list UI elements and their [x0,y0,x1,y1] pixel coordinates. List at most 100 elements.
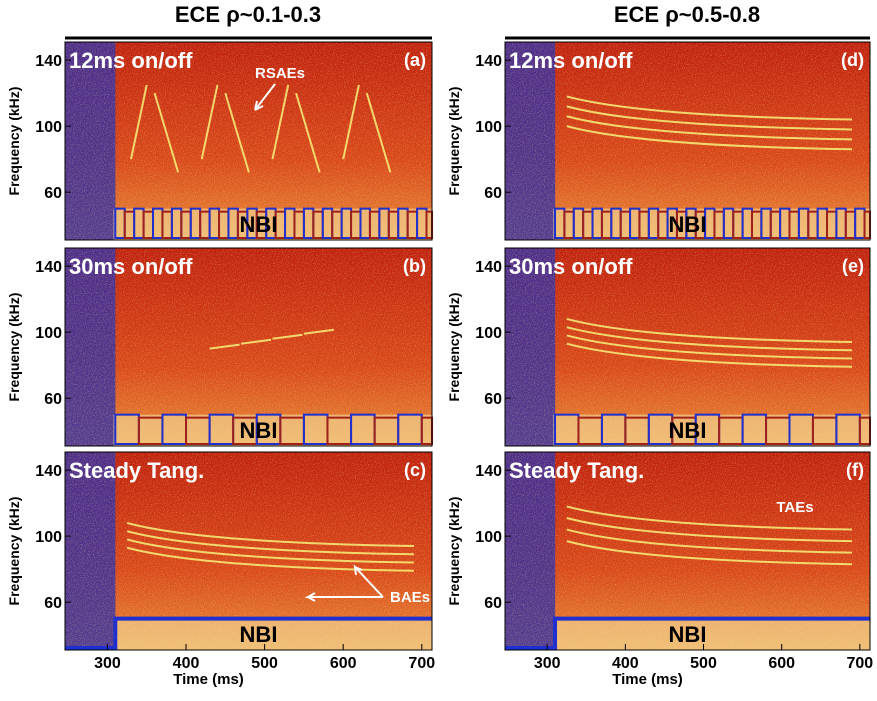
mode-trace [126,546,414,572]
panel-tag: (d) [841,50,864,70]
x-tick-label: 600 [330,655,357,672]
panel: NBI 30ms on/off (e) 60 100 140 Frequency (kHz) [446,247,872,447]
column-title: ECE ρ~0.5-0.8 [614,2,760,27]
y-tick-label: 100 [475,119,502,136]
mode-trace [566,115,853,141]
y-axis-label: Frequency (kHz) [446,293,462,402]
panel-title: 30ms on/off [509,254,633,279]
mode-trace [566,540,853,566]
mode-trace [272,333,303,340]
panel: NBI Steady Tang. (c) BAEs 60 100 140 Frequency … [6,451,435,688]
mode-trace [271,84,321,173]
arrow [304,564,384,602]
noise [65,248,432,446]
mode-trace [566,95,853,121]
panel-tag: (c) [404,460,426,480]
mode-trace [566,105,853,131]
x-tick-label: 500 [251,655,278,672]
x-tick-label: 600 [768,655,795,672]
panel-tag: (e) [842,256,864,276]
mode-trace [566,528,853,554]
mode-trace [126,521,414,548]
mode-trace [566,342,853,368]
annotation: TAEs [776,499,813,516]
y-tick-label: 100 [475,529,502,546]
noise [505,248,870,446]
y-tick-label: 60 [484,391,502,408]
nbi-label: NBI [669,212,707,237]
mode-trace [209,343,240,350]
mode-trace [200,84,250,173]
y-tick-label: 140 [35,259,62,276]
x-tick-label: 700 [846,655,873,672]
beam-glow [553,618,870,650]
y-axis-label: Frequency (kHz) [6,497,22,606]
y-tick-label: 140 [475,53,502,70]
panel-tag: (f) [846,460,864,480]
mode-trace [566,326,853,352]
y-tick-label: 100 [475,325,502,342]
y-axis-label: Frequency (kHz) [446,497,462,606]
beam-glow [113,414,432,446]
x-axis-label: Time (ms) [612,671,683,688]
mode-trace [566,317,853,344]
frame [64,247,433,447]
nbi-waveform [65,616,432,650]
panel-title: 30ms on/off [69,254,193,279]
mode-trace [240,338,272,345]
mode-trace [126,530,414,556]
panel-tag: (b) [403,256,426,276]
y-tick-label: 60 [484,185,502,202]
beam-glow [553,208,870,240]
panel-title: 12ms on/off [69,48,193,73]
x-tick-label: 400 [612,655,639,672]
panel-title: Steady Tang. [509,458,644,483]
mode-trace [566,505,853,531]
y-tick-label: 100 [35,325,62,342]
x-axis-label: Time (ms) [173,671,244,688]
y-tick-label: 100 [35,529,62,546]
mode-trace [566,334,853,360]
annotation: RSAEs [255,65,305,82]
nbi-waveform [505,616,870,650]
mode-trace [130,84,180,173]
noise [65,42,432,240]
x-tick-label: 500 [690,655,717,672]
y-tick-label: 60 [44,185,62,202]
y-tick-label: 140 [475,463,502,480]
x-tick-label: 300 [94,655,121,672]
mode-trace [566,517,853,543]
nbi-label: NBI [669,622,707,647]
annotation: BAEs [390,589,430,606]
mode-trace [566,125,853,151]
column-title: ECE ρ~0.1-0.3 [175,2,321,27]
y-axis-label: Frequency (kHz) [6,293,22,402]
x-tick-label: 300 [534,655,561,672]
beam-glow [113,618,432,650]
frame [504,247,871,447]
noise [505,42,870,240]
nbi-label: NBI [240,212,278,237]
nbi-label: NBI [240,418,278,443]
frame [64,451,433,651]
y-tick-label: 60 [44,391,62,408]
y-tick-label: 140 [35,53,62,70]
panel-title: 12ms on/off [509,48,633,73]
frame [504,451,871,651]
frame [64,41,433,241]
mode-trace [126,538,414,564]
panel: NBI 12ms on/off (d) 60 100 140 Frequency (kHz) [446,41,872,241]
nbi-label: NBI [240,622,278,647]
y-axis-label: Frequency (kHz) [446,87,462,196]
arrow [254,83,276,111]
mode-trace [303,328,335,335]
y-tick-label: 60 [484,595,502,612]
panel: NBI 30ms on/off (b) 60 100 140 Frequency (kHz) [6,247,433,447]
panel-title: Steady Tang. [69,458,204,483]
nbi-label: NBI [669,418,707,443]
frame [504,41,871,241]
beam-glow [553,414,870,446]
panel-tag: (a) [404,50,426,70]
y-tick-label: 140 [475,259,502,276]
